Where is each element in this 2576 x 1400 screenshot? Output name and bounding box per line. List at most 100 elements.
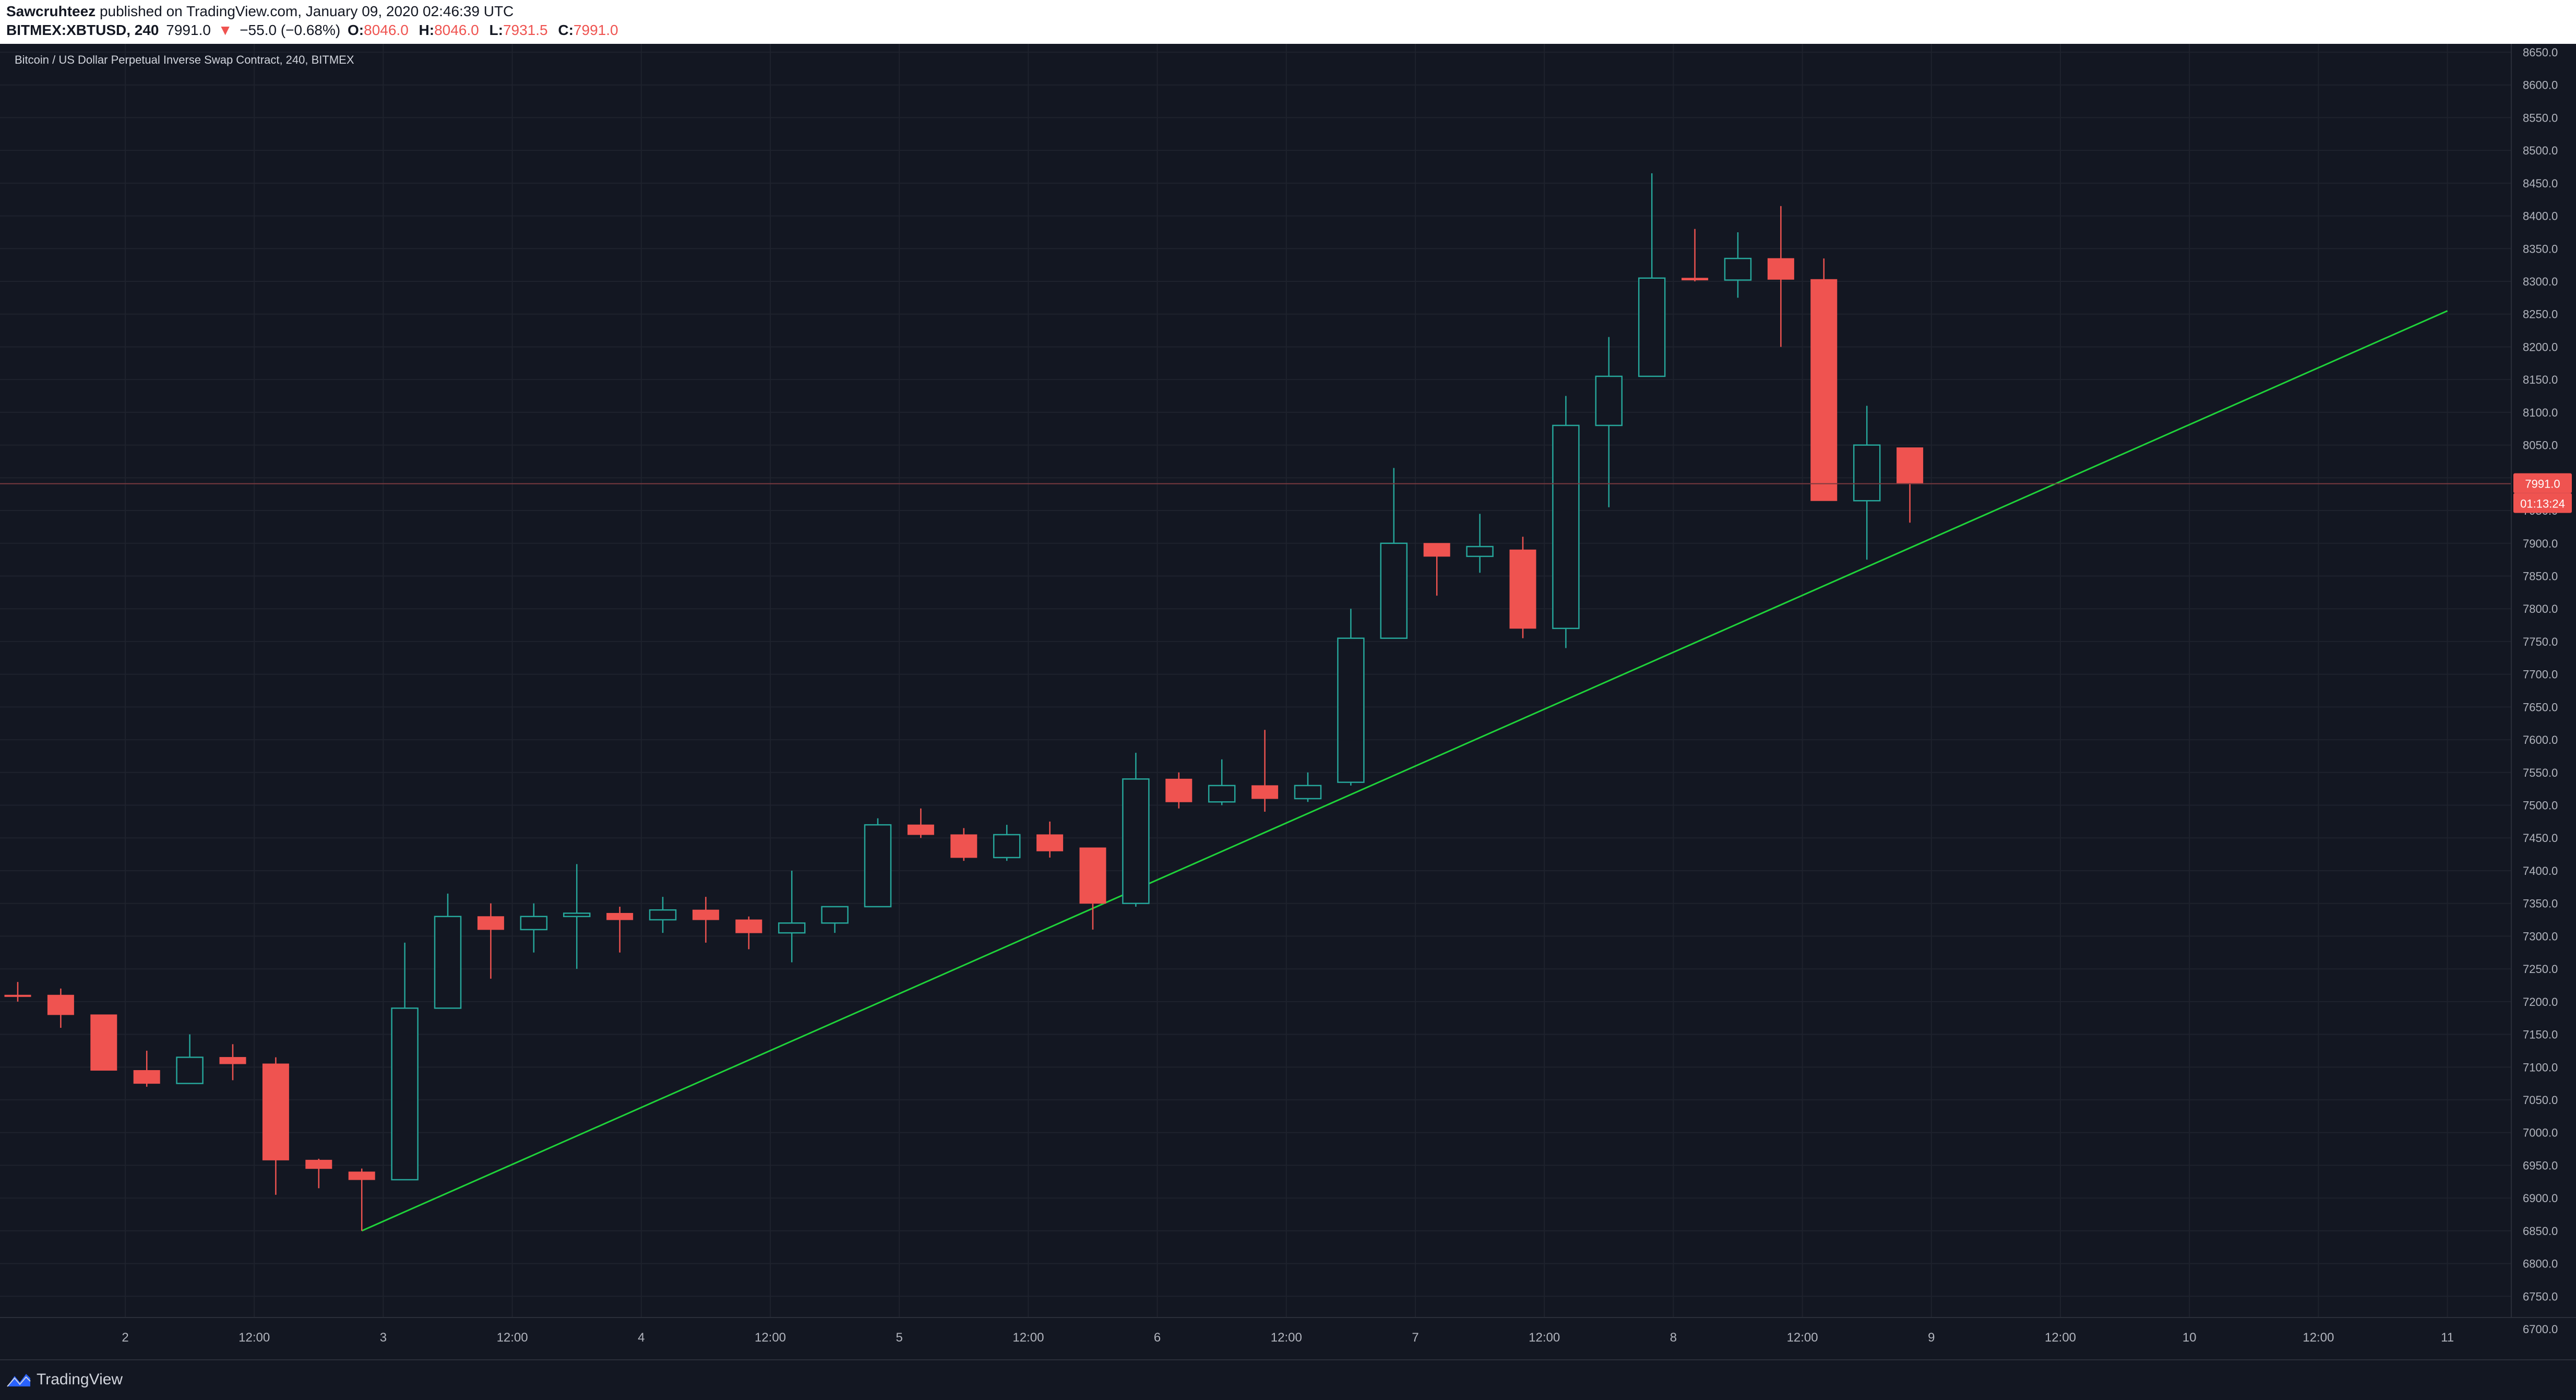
candle-down [348, 1168, 375, 1231]
candle-down [133, 1050, 160, 1087]
author-name[interactable]: Sawcruhteez [6, 3, 96, 19]
down-arrow-icon: ▼ [218, 22, 233, 38]
candle-body [1595, 375, 1623, 426]
candle-body [1036, 834, 1064, 851]
candle-up [1724, 232, 1752, 298]
candle-down [90, 1014, 117, 1071]
candle-body [133, 1070, 160, 1084]
y-tick-label: 8450.0 [2523, 177, 2558, 190]
time-axis[interactable]: 2 12:00 3 12:00 4 12:00 5 12:00 6 12:00 7 12:00 8 12:… [0, 1317, 2576, 1345]
candle-body [4, 994, 31, 997]
x-tick-label: 12:00 [1012, 1331, 1044, 1345]
low-value: 7931.5 [503, 22, 548, 38]
y-tick-label: 7400.0 [2523, 864, 2558, 877]
candle-body [1853, 444, 1881, 502]
candle-body [907, 824, 934, 835]
y-tick-label: 7300.0 [2523, 930, 2558, 943]
x-tick-label: 5 [896, 1331, 903, 1345]
candle-body [1897, 447, 1924, 484]
x-tick-label: 12:00 [755, 1331, 786, 1345]
y-tick-label: 7450.0 [2523, 832, 2558, 845]
candle-body [1165, 778, 1192, 802]
y-tick-label: 7250.0 [2523, 963, 2558, 976]
y-tick-label: 8300.0 [2523, 275, 2558, 288]
candle-up [1466, 514, 1494, 573]
countdown-tag [2513, 493, 2572, 513]
candle-body [692, 909, 719, 920]
x-tick-label: 12:00 [2045, 1331, 2076, 1345]
candle-body [176, 1057, 204, 1084]
candle-body [950, 834, 977, 858]
tradingview-logo-icon [7, 1374, 31, 1387]
candle-body [219, 1057, 246, 1064]
candle-down [1681, 229, 1709, 282]
candle-body [735, 919, 762, 933]
x-tick-label: 7 [1412, 1331, 1418, 1345]
y-tick-label: 7900.0 [2523, 537, 2558, 550]
candles-layer [0, 173, 2511, 1231]
x-tick-label: 3 [380, 1331, 387, 1345]
candle-body [1681, 278, 1709, 281]
candle-down [219, 1044, 246, 1081]
x-tick-label: 8 [1670, 1331, 1677, 1345]
tradingview-brand[interactable]: TradingView [6, 1371, 123, 1389]
candlestick-chart[interactable]: 6700.0 6750.0 6800.0 6850.0 6900.0 6950.0 7000… [0, 44, 2576, 1359]
candle-down [305, 1158, 332, 1189]
y-tick-label: 6850.0 [2523, 1225, 2558, 1238]
y-tick-label: 8200.0 [2523, 340, 2558, 353]
x-tick-label: 12:00 [1529, 1331, 1560, 1345]
candle-body [1466, 545, 1494, 557]
y-tick-label: 6900.0 [2523, 1192, 2558, 1205]
candle-body [391, 1007, 419, 1181]
candle-down [1165, 772, 1192, 809]
candle-up [1595, 337, 1623, 507]
chart-area[interactable]: 6700.0 6750.0 6800.0 6850.0 6900.0 6950.0 7000… [0, 44, 2576, 1359]
candle-up [1552, 396, 1580, 648]
candle-body [563, 912, 591, 918]
y-tick-label: 6750.0 [2523, 1290, 2558, 1303]
candle-up [864, 818, 892, 908]
footer-bar: TradingView [0, 1359, 2576, 1400]
x-tick-label: 12:00 [1787, 1331, 1818, 1345]
candle-up [1638, 173, 1666, 377]
candle-body [1122, 778, 1150, 904]
candle-up [821, 906, 849, 933]
chart-title: Bitcoin / US Dollar Perpetual Inverse Sw… [15, 53, 354, 66]
candle-body [90, 1014, 117, 1071]
candle-body [47, 994, 74, 1015]
y-tick-label: 7650.0 [2523, 701, 2558, 714]
grid-lines [0, 44, 2511, 1318]
candle-body [1294, 785, 1322, 800]
symbol-info: BITMEX:XBTUSD, 240 7991.0 ▼ −55.0 (−0.68… [6, 22, 625, 39]
x-tick-label: 4 [638, 1331, 645, 1345]
candle-body [477, 916, 504, 930]
x-tick-label: 12:00 [1271, 1331, 1302, 1345]
candle-body [606, 912, 634, 920]
candle-body [1724, 257, 1752, 281]
candle-down [1767, 206, 1794, 347]
trendline [361, 310, 2448, 1232]
candle-body [1767, 258, 1794, 280]
candle-body [262, 1063, 289, 1160]
candle-body [1208, 785, 1236, 803]
candle-up [520, 903, 548, 953]
y-tick-label: 8050.0 [2523, 439, 2558, 452]
y-tick-label: 7800.0 [2523, 602, 2558, 615]
candle-body [993, 834, 1021, 859]
candle-up [1294, 772, 1322, 802]
candle-down [950, 828, 977, 861]
last-price: 7991.0 [166, 22, 211, 38]
candle-body [1638, 277, 1666, 377]
publish-date: published on TradingView.com, January 09… [99, 3, 514, 19]
candle-down [907, 808, 934, 838]
candle-body [1251, 785, 1279, 799]
y-tick-label: 6950.0 [2523, 1159, 2558, 1172]
y-tick-label: 8250.0 [2523, 308, 2558, 321]
x-tick-label: 11 [2441, 1331, 2454, 1345]
y-tick-label: 6700.0 [2523, 1323, 2558, 1336]
candle-body [1079, 847, 1106, 904]
price-axis[interactable]: 6700.0 6750.0 6800.0 6850.0 6900.0 6950.0 7000… [2511, 44, 2572, 1336]
candle-down [1251, 730, 1279, 812]
candle-down [47, 988, 74, 1028]
candle-up [1853, 406, 1881, 560]
